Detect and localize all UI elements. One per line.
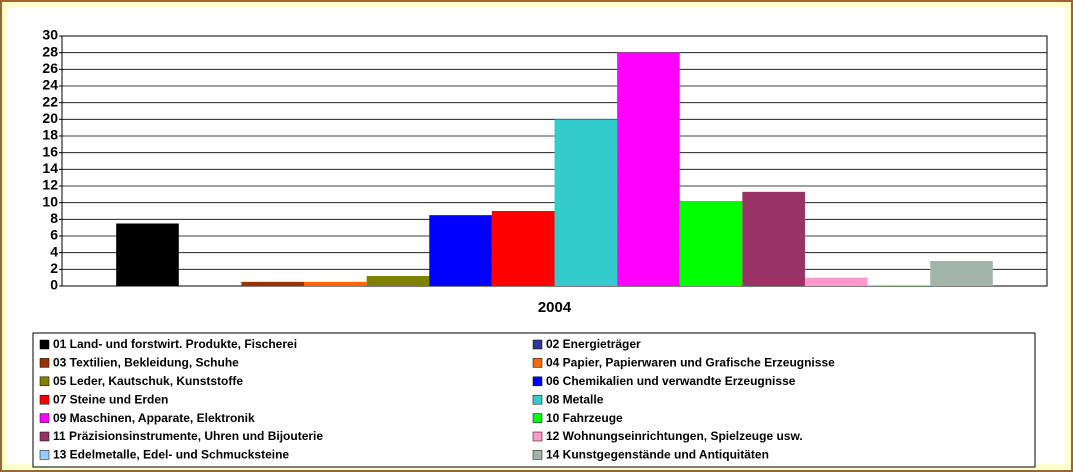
legend-swatch (39, 450, 50, 460)
legend-swatch (532, 431, 543, 442)
bar (930, 261, 993, 286)
legend-swatch (39, 376, 50, 387)
legend-swatch (39, 358, 50, 368)
y-tick-label: 18 (42, 127, 58, 143)
legend-label: 06 Chemikalien und verwandte Erzeugnisse (546, 374, 796, 388)
y-tick-label: 10 (42, 193, 58, 209)
legend-swatch (39, 394, 50, 405)
legend-swatch (532, 339, 543, 350)
legend-swatch (39, 431, 50, 442)
legend-label: 10 Fahrzeuge (546, 411, 623, 425)
y-tick-label: 0 (50, 277, 58, 293)
bar (116, 223, 179, 286)
legend-swatch (39, 339, 50, 350)
bar (241, 281, 305, 286)
legend-swatch (532, 413, 543, 423)
y-tick-label: 12 (42, 177, 58, 193)
legend-label: 12 Wohnungseinrichtungen, Spielzeuge usw… (546, 429, 803, 443)
y-tick-label: 26 (42, 60, 58, 76)
legend-label: 02 Energieträger (546, 337, 641, 351)
y-tick-label: 2 (50, 260, 58, 276)
legend-swatch (532, 450, 543, 460)
y-tick-label: 20 (42, 110, 58, 126)
legend-swatch (532, 376, 543, 387)
y-tick-label: 30 (42, 27, 58, 43)
bar (491, 211, 555, 286)
bar (742, 191, 805, 286)
legend-label: 13 Edelmetalle, Edel- und Schmucksteine (53, 448, 289, 462)
legend-label: 09 Maschinen, Apparate, Elektronik (53, 411, 255, 425)
y-tick-label: 4 (50, 243, 58, 259)
y-tick-label: 16 (42, 143, 58, 159)
bar (366, 276, 430, 286)
y-tick-label: 22 (42, 93, 58, 109)
y-tick-label: 8 (50, 210, 58, 226)
bar (679, 201, 743, 286)
bar (804, 277, 868, 286)
bar (304, 281, 367, 286)
legend-label: 11 Präzisionsinstrumente, Uhren und Bijo… (53, 429, 323, 443)
bar (429, 215, 492, 286)
legend-label: 03 Textilien, Bekleidung, Schuhe (53, 356, 239, 370)
y-tick-label: 6 (50, 227, 58, 243)
bar (617, 52, 680, 286)
legend-label: 14 Kunstgegenstände und Antiquitäten (546, 448, 769, 462)
legend-label: 04 Papier, Papierwaren und Grafische Erz… (546, 356, 835, 370)
legend-label: 07 Steine und Erden (53, 392, 168, 406)
legend-label: 05 Leder, Kautschuk, Kunststoffe (53, 374, 243, 388)
bar (867, 285, 931, 286)
x-tick-label: 2004 (538, 299, 572, 316)
y-tick-label: 28 (42, 43, 58, 59)
legend-label: 08 Metalle (546, 392, 604, 406)
y-tick-label: 14 (42, 160, 58, 176)
legend-swatch (39, 413, 50, 423)
y-tick-label: 24 (42, 77, 58, 93)
bar (554, 119, 618, 286)
legend-swatch (532, 394, 543, 405)
legend-swatch (532, 358, 543, 368)
legend-label: 01 Land- und forstwirt. Produkte, Fische… (53, 337, 297, 351)
